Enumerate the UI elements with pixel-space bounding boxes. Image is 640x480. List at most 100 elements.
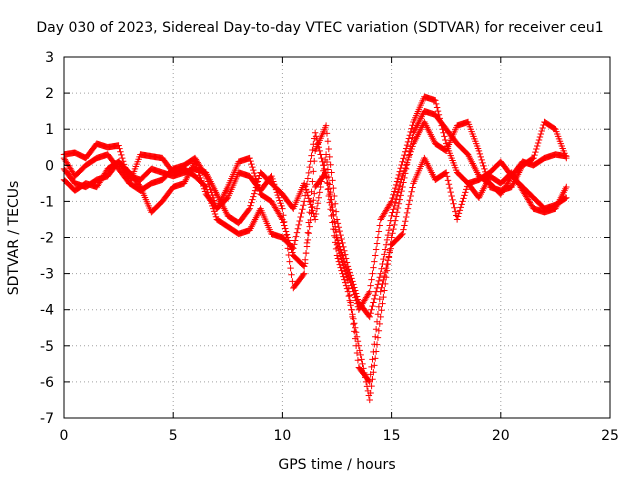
data-point [344, 263, 352, 270]
data-point [319, 172, 326, 180]
x-tick-label: 25 [601, 428, 619, 444]
data-point [313, 205, 321, 212]
data-point [406, 196, 413, 204]
data-point [444, 177, 452, 184]
data-point [339, 239, 346, 247]
data-point [350, 320, 357, 328]
data-point [452, 208, 459, 215]
data-point [395, 171, 403, 179]
data-point [531, 151, 538, 159]
data-point [309, 146, 316, 154]
data-point [409, 184, 416, 191]
data-point [345, 284, 353, 292]
data-point [374, 311, 382, 318]
data-point [402, 162, 410, 169]
data-point [402, 145, 410, 152]
data-point [442, 169, 449, 177]
data-point [324, 138, 332, 145]
data-point [382, 268, 389, 276]
data-point [387, 217, 394, 224]
data-point [334, 244, 342, 251]
data-point [325, 145, 333, 153]
data-point [306, 198, 313, 205]
data-point [251, 172, 259, 180]
data-point [401, 222, 408, 229]
data-point [446, 184, 454, 192]
data-point [339, 259, 346, 266]
data-point [283, 231, 291, 238]
data-point [379, 280, 386, 288]
data-point [390, 191, 397, 198]
data-point [375, 277, 383, 285]
data-point [408, 145, 415, 153]
data-point [399, 158, 406, 165]
data-point [250, 193, 257, 200]
data-point [305, 195, 312, 202]
data-point [286, 258, 293, 265]
data-point [254, 178, 262, 185]
data-point [403, 141, 411, 149]
data-point [438, 122, 445, 129]
data-point [389, 230, 396, 237]
y-tick-label: -2 [40, 231, 54, 247]
data-point [393, 192, 401, 200]
data-point [348, 275, 355, 282]
data-point [312, 133, 320, 140]
data-point [324, 166, 332, 173]
data-point [375, 327, 383, 334]
data-point [357, 351, 364, 359]
data-point [372, 355, 379, 362]
data-point [392, 199, 399, 206]
data-point [391, 221, 398, 229]
data-point [454, 213, 462, 220]
data-point [563, 183, 570, 191]
data-point [301, 270, 308, 277]
data-point [308, 204, 315, 211]
data-point [288, 271, 295, 279]
data-point [451, 204, 458, 211]
data-point [402, 164, 409, 172]
data-point [302, 249, 310, 257]
data-point [359, 360, 366, 368]
data-point [366, 396, 373, 404]
data-point [397, 192, 404, 199]
data-point [352, 342, 360, 349]
data-point [385, 253, 393, 260]
data-point [329, 177, 336, 184]
data-point [327, 188, 334, 196]
data-point [406, 132, 413, 139]
data-point [394, 175, 402, 182]
data-point [402, 213, 410, 221]
data-point [250, 169, 258, 177]
data-point [382, 241, 390, 248]
data-point [375, 303, 383, 310]
y-tick-label: 3 [45, 50, 54, 66]
data-point [351, 284, 358, 291]
data-point [345, 292, 353, 300]
data-point [323, 158, 331, 166]
data-point [399, 172, 406, 180]
data-point [282, 231, 290, 239]
data-point [450, 200, 457, 208]
data-point [368, 276, 375, 283]
data-point [409, 143, 416, 150]
data-point [388, 198, 395, 205]
data-point [330, 184, 337, 192]
data-point [368, 363, 375, 371]
data-point [285, 251, 292, 259]
data-point [277, 200, 284, 207]
data-point [311, 216, 319, 223]
data-point [117, 148, 124, 155]
data-point [315, 194, 322, 201]
data-point [116, 145, 123, 152]
data-point [375, 228, 383, 235]
data-point [211, 210, 219, 218]
data-point [404, 138, 412, 146]
data-point [200, 185, 208, 192]
data-point [303, 239, 311, 247]
data-point [457, 204, 464, 211]
data-point [409, 122, 416, 129]
data-point [483, 171, 490, 179]
data-point [482, 168, 489, 176]
data-point [211, 200, 219, 207]
